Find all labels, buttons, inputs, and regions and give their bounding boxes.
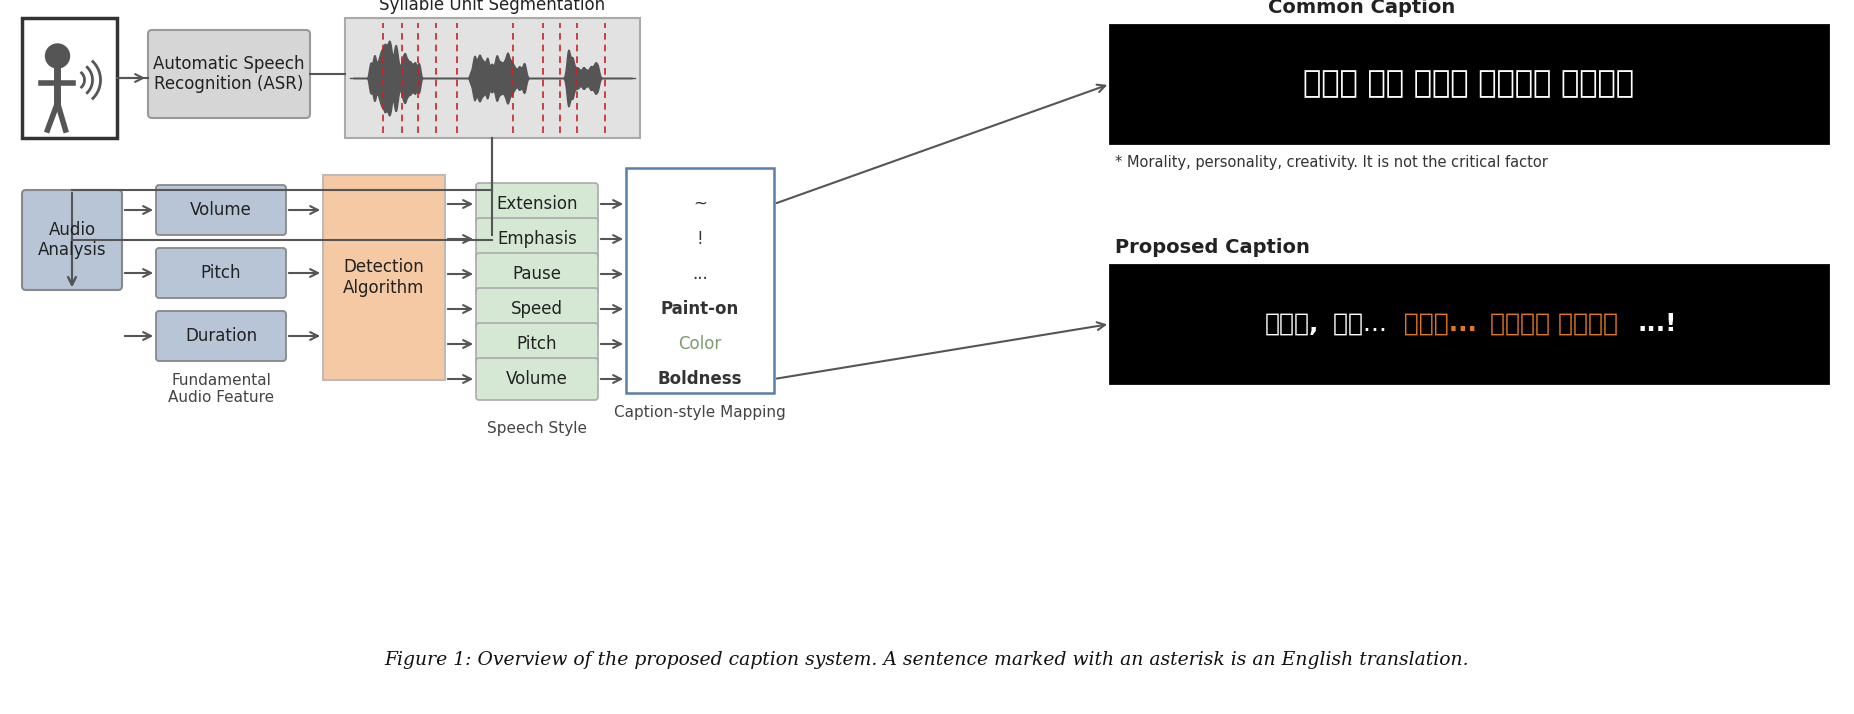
Text: Volume: Volume [191, 201, 252, 219]
Text: Figure 1: Overview of the proposed caption system. A sentence marked with an ast: Figure 1: Overview of the proposed capti… [384, 651, 1470, 669]
Text: Common Caption: Common Caption [1268, 0, 1455, 17]
Text: Pitch: Pitch [200, 264, 241, 282]
Text: Duration: Duration [185, 327, 258, 345]
Text: 인갭...: 인갭... [1326, 312, 1387, 336]
Text: Speech Style: Speech Style [488, 421, 588, 436]
Text: Color: Color [679, 335, 721, 353]
Text: * Morality, personality, creativity. It is not the critical factor: * Morality, personality, creativity. It … [1114, 155, 1548, 170]
FancyBboxPatch shape [476, 218, 599, 260]
Text: 도덕성 인갭 사의성 중요하지 않습니다: 도덕성 인갭 사의성 중요하지 않습니다 [1303, 69, 1635, 99]
Bar [627, 168, 773, 393]
Text: Automatic Speech
Recognition (ASR): Automatic Speech Recognition (ASR) [154, 54, 304, 94]
FancyBboxPatch shape [476, 358, 599, 400]
Text: 도덕성,: 도덕성, [1264, 312, 1318, 336]
Bar [345, 18, 640, 138]
FancyBboxPatch shape [148, 30, 310, 118]
Text: Proposed Caption: Proposed Caption [1114, 238, 1311, 257]
Text: Detection
Algorithm: Detection Algorithm [343, 258, 425, 297]
Text: Pause: Pause [512, 265, 562, 283]
Text: ...: ... [692, 265, 708, 283]
FancyBboxPatch shape [476, 288, 599, 330]
Text: Pitch: Pitch [517, 335, 558, 353]
Text: Paint-on: Paint-on [660, 300, 740, 318]
Bar [1111, 265, 1828, 383]
Text: Speed: Speed [512, 300, 564, 318]
FancyBboxPatch shape [156, 311, 286, 361]
FancyBboxPatch shape [22, 190, 122, 290]
Circle shape [46, 44, 69, 68]
Bar [323, 175, 445, 380]
FancyBboxPatch shape [156, 185, 286, 235]
Text: ...!: ...! [1637, 312, 1676, 336]
Bar [1111, 25, 1828, 143]
Text: !: ! [697, 230, 703, 248]
Text: Extension: Extension [497, 195, 578, 213]
Text: Audio
Analysis: Audio Analysis [37, 221, 106, 259]
FancyBboxPatch shape [156, 248, 286, 298]
Text: 사의성...: 사의성... [1396, 312, 1478, 336]
Text: Volume: Volume [506, 370, 567, 388]
Text: Syllable Unit Segmentation: Syllable Unit Segmentation [380, 0, 606, 14]
Bar [22, 18, 117, 138]
FancyBboxPatch shape [476, 183, 599, 225]
Text: Caption-style Mapping: Caption-style Mapping [614, 406, 786, 421]
Text: Fundamental
Audio Feature: Fundamental Audio Feature [169, 373, 274, 406]
FancyBboxPatch shape [476, 323, 599, 365]
Text: Emphasis: Emphasis [497, 230, 577, 248]
Text: Boldness: Boldness [658, 370, 742, 388]
Text: 중요하지 않습니다: 중요하지 않습니다 [1483, 312, 1619, 336]
Text: ~: ~ [693, 195, 706, 213]
FancyBboxPatch shape [476, 253, 599, 295]
